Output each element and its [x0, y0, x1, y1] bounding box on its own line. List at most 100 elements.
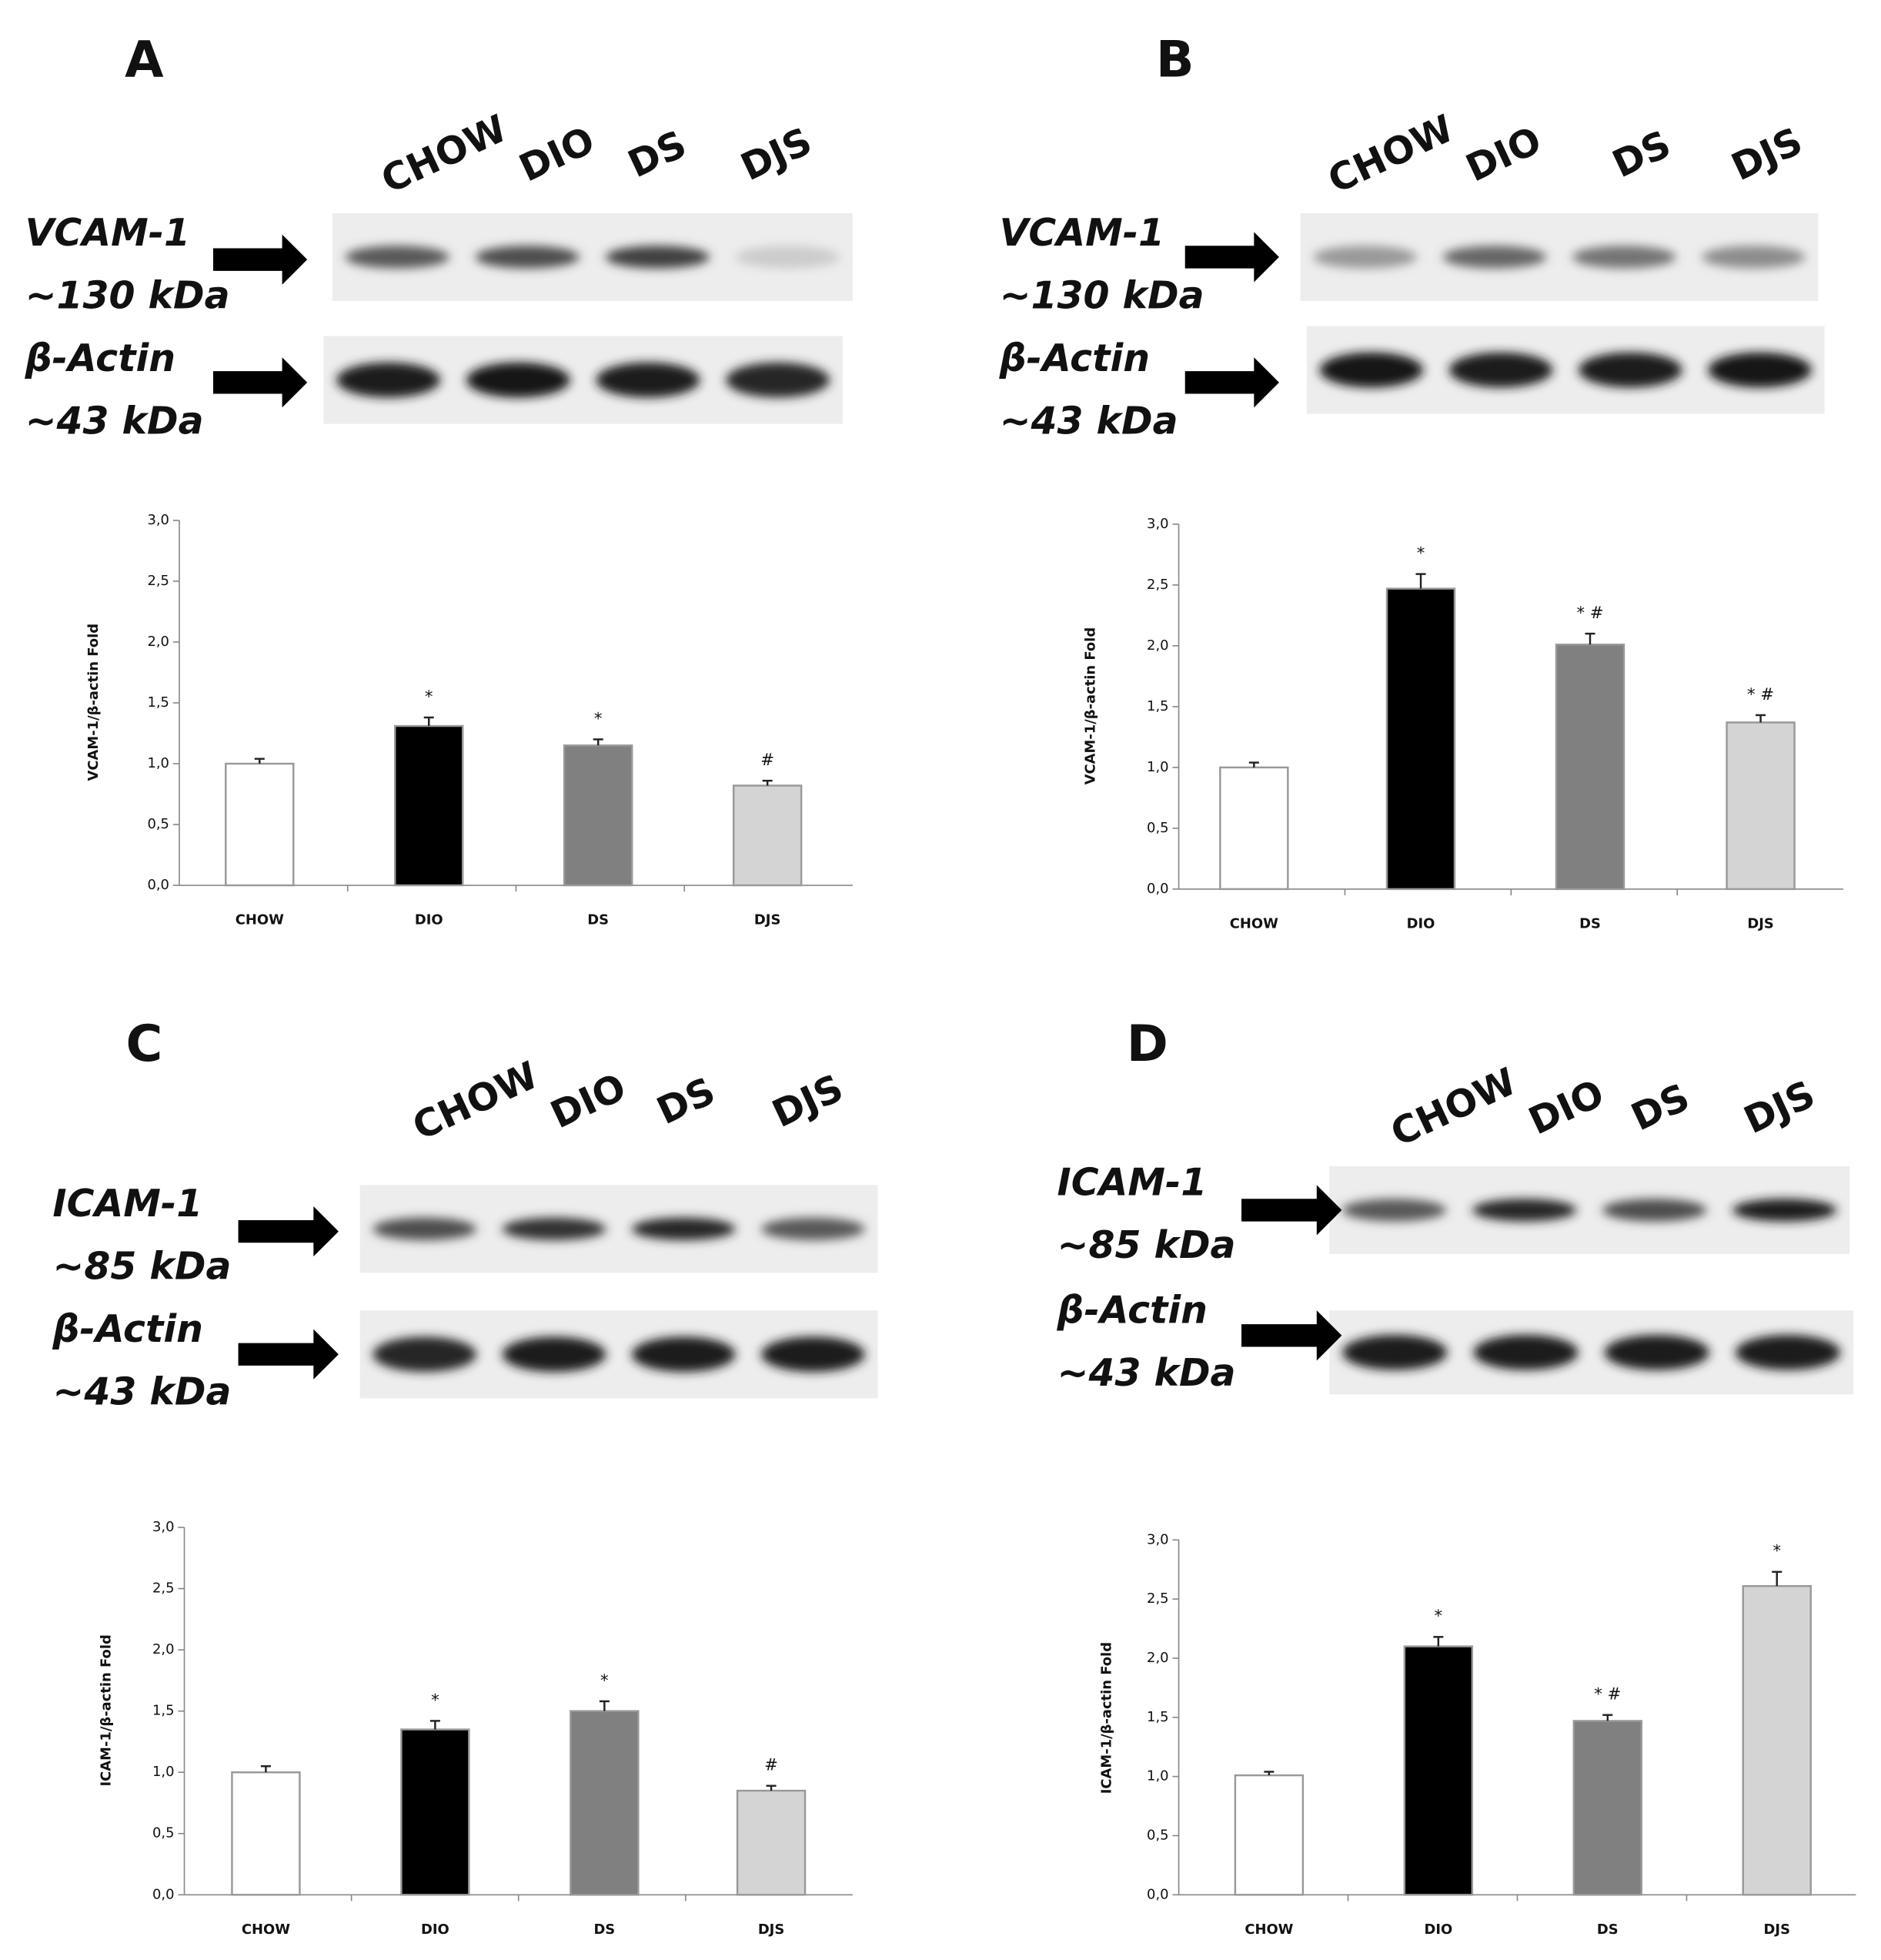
- bar: [231, 1771, 301, 1896]
- y-tick-label: 2,0: [147, 634, 169, 650]
- x-tick-label: CHOW: [1230, 916, 1278, 932]
- blot-band: [631, 1217, 736, 1241]
- y-tick-label: 1,5: [152, 1703, 174, 1719]
- arrow: [1184, 357, 1279, 408]
- protein-label: β-Actin: [999, 336, 1150, 380]
- y-tick-label: 0,5: [1147, 1827, 1168, 1843]
- y-tick-label: 3,0: [147, 512, 169, 528]
- blot-band: [1602, 1199, 1707, 1222]
- y-tick-label: 2,0: [1147, 637, 1168, 654]
- size-label: ~43 kDa: [1000, 400, 1178, 443]
- x-tick-label: CHOW: [1245, 1922, 1293, 1938]
- protein-label: β-Actin: [25, 336, 175, 380]
- blot-band: [1473, 1334, 1579, 1370]
- bar: [394, 724, 464, 887]
- arrow: [1241, 1310, 1342, 1361]
- x-tick-label: DS: [1579, 916, 1601, 932]
- blot-band: [761, 1336, 865, 1373]
- lane-label: DS: [1625, 1075, 1696, 1140]
- x-tick-label: DS: [593, 1922, 615, 1938]
- size-label: ~130 kDa: [25, 274, 230, 318]
- lane-label: DJS: [766, 1066, 850, 1136]
- blot-band: [336, 362, 441, 398]
- arrow: [1241, 1185, 1342, 1236]
- arrow: [238, 1329, 339, 1380]
- significance-label: *: [1417, 544, 1425, 563]
- bar: [1219, 766, 1289, 891]
- lane-label: DJS: [1738, 1072, 1822, 1142]
- y-tick-label: 0,5: [147, 816, 169, 832]
- y-tick-label: 0,0: [1147, 1886, 1168, 1902]
- blot-band: [1442, 246, 1547, 269]
- blot-band: [1448, 352, 1553, 388]
- significance-label: *: [600, 1671, 609, 1690]
- x-tick-label: DJS: [758, 1922, 784, 1938]
- x-tick-label: DIO: [1424, 1922, 1452, 1938]
- lane-label: CHOW: [375, 106, 513, 202]
- arrow: [1184, 232, 1279, 283]
- blot-band: [1702, 246, 1806, 269]
- y-tick-label: 2,0: [1147, 1650, 1168, 1666]
- lane-label: DJS: [1725, 119, 1809, 189]
- protein-label: VCAM-1: [25, 211, 190, 255]
- x-tick-label: DS: [587, 912, 609, 928]
- blot-band: [345, 246, 449, 269]
- x-tick-label: DIO: [421, 1922, 449, 1938]
- lane-label: DS: [650, 1069, 722, 1133]
- bar: [570, 1710, 640, 1896]
- protein-label: VCAM-1: [1000, 211, 1164, 255]
- y-tick-label: 2,5: [1147, 577, 1168, 593]
- y-tick-label: 0,5: [1147, 820, 1168, 836]
- y-tick-label: 3,0: [152, 1519, 174, 1535]
- lane-label: DIO: [544, 1065, 633, 1137]
- size-label: ~43 kDa: [25, 400, 204, 443]
- y-tick-label: 0,0: [1147, 881, 1168, 897]
- blot-band: [1319, 352, 1424, 388]
- x-tick-label: CHOW: [242, 1922, 290, 1938]
- y-tick-label: 2,5: [147, 573, 169, 589]
- protein-label: ICAM-1: [1057, 1160, 1208, 1204]
- blot-band: [1342, 1334, 1448, 1370]
- blot-band: [761, 1217, 865, 1241]
- x-tick-label: DIO: [415, 912, 443, 928]
- blot-band: [631, 1336, 736, 1373]
- lane-label: CHOW: [1321, 106, 1460, 202]
- y-axis-label: ICAM-1/β-actin Fold: [1099, 1642, 1115, 1794]
- size-label: ~85 kDa: [52, 1244, 231, 1288]
- significance-label: *: [425, 687, 433, 706]
- y-tick-label: 1,5: [1147, 698, 1168, 714]
- y-tick-label: 3,0: [1147, 1531, 1168, 1547]
- x-tick-label: DS: [1597, 1922, 1619, 1938]
- y-tick-label: 1,5: [147, 694, 169, 711]
- y-axis-label: ICAM-1/β-actin Fold: [98, 1634, 114, 1786]
- protein-label: ICAM-1: [52, 1182, 202, 1226]
- lane-label: DS: [1606, 122, 1678, 187]
- protein-label: β-Actin: [1057, 1288, 1208, 1332]
- bar: [1403, 1645, 1474, 1896]
- y-tick-label: 3,0: [1147, 516, 1168, 532]
- panel-letter: C: [125, 1015, 162, 1073]
- y-tick-label: 0,0: [147, 877, 169, 893]
- blot-band: [1732, 1199, 1837, 1222]
- lane-label: DJS: [734, 119, 818, 189]
- bar: [732, 784, 803, 887]
- lane-label: DS: [622, 122, 693, 187]
- bar: [1742, 1585, 1812, 1896]
- y-axis-label: VCAM-1/β-actin Fold: [85, 624, 102, 781]
- lane-label: DIO: [513, 118, 601, 190]
- blot-band: [1708, 352, 1812, 388]
- size-label: ~130 kDa: [1000, 274, 1204, 318]
- blot-band: [605, 246, 710, 269]
- blot-band: [596, 362, 700, 398]
- significance-label: *: [594, 708, 603, 727]
- blot-band: [475, 246, 580, 269]
- y-axis-label: VCAM-1/β-actin Fold: [1083, 627, 1099, 784]
- bar: [563, 744, 633, 887]
- blot-band: [1604, 1334, 1709, 1370]
- significance-label: * #: [1594, 1684, 1621, 1704]
- bar: [225, 762, 295, 887]
- size-label: ~43 kDa: [52, 1370, 231, 1413]
- x-tick-label: CHOW: [236, 912, 284, 928]
- x-tick-label: DJS: [754, 912, 780, 928]
- significance-label: #: [764, 1755, 778, 1774]
